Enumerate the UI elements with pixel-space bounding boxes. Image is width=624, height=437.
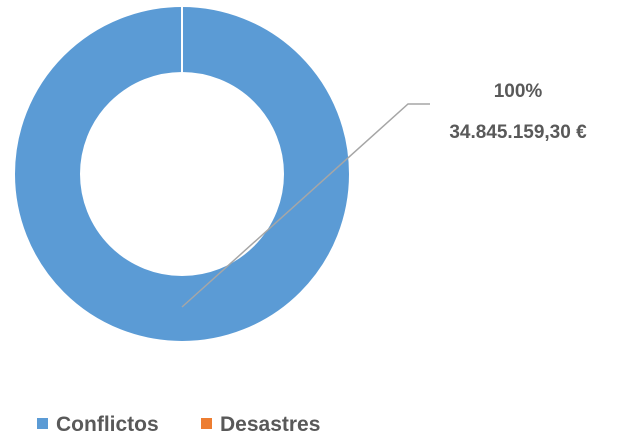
- legend-label-desastres: Desastres: [220, 413, 320, 436]
- legend: Conflictos Desastres: [37, 413, 320, 436]
- legend-label-conflictos: Conflictos: [56, 413, 159, 436]
- legend-swatch-desastres: [201, 418, 212, 429]
- donut-slices: [15, 6, 349, 341]
- data-label-percent: 100%: [494, 81, 543, 102]
- data-label-value: 34.845.159,30 €: [449, 122, 587, 143]
- leader-line: [181, 103, 430, 308]
- slice-conflictos: [15, 7, 349, 341]
- legend-swatch-conflictos: [37, 418, 48, 429]
